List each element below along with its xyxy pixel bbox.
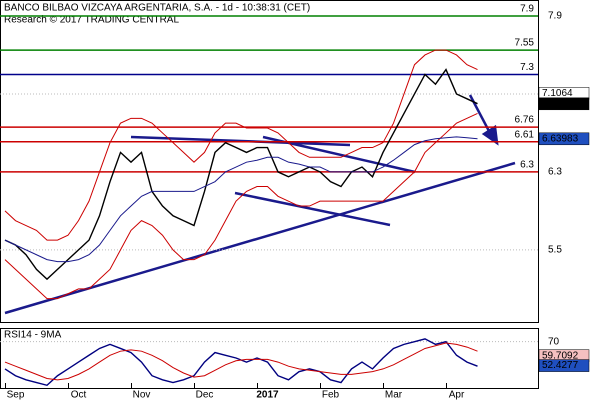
x-tick-label: Nov xyxy=(133,390,151,400)
series-line xyxy=(4,49,478,241)
series-line xyxy=(4,68,478,281)
price-tag-label: 6.999 xyxy=(542,98,567,109)
x-tick-label: Dec xyxy=(196,390,214,400)
x-tick-label: 2017 xyxy=(256,390,279,400)
price-tag-label: 6.63983 xyxy=(542,133,579,144)
x-tick-label: Apr xyxy=(449,390,465,400)
rsi-title: RSI14 - 9MA xyxy=(4,330,62,341)
y-tick-label: 6.3 xyxy=(548,167,562,178)
series-line xyxy=(4,112,478,300)
series-line xyxy=(4,342,478,381)
level-label: 6.76 xyxy=(515,115,535,126)
rsi-panel-frame xyxy=(0,328,539,389)
y-tick-label: 7.9 xyxy=(548,11,562,22)
support-trendline xyxy=(4,161,516,315)
x-tick-label: Oct xyxy=(71,390,87,400)
chart-title: BANCO BILBAO VIZCAYA ARGENTARIA, S.A. - … xyxy=(4,3,310,14)
channel-line xyxy=(234,191,391,227)
price-tag-label: 59.7092 xyxy=(542,350,579,361)
x-tick-label: Sep xyxy=(7,390,25,400)
level-label: 7.9 xyxy=(520,4,534,15)
price-tag xyxy=(538,97,590,111)
level-label: 6.3 xyxy=(520,160,534,171)
price-tag-label: 52.4277 xyxy=(542,360,579,371)
level-label: 7.55 xyxy=(515,38,535,49)
y-tick-label: 70 xyxy=(548,336,560,347)
price-tag xyxy=(538,132,590,146)
chart-subtitle: Research © 2017 TRADING CENTRAL xyxy=(4,15,179,26)
series-line xyxy=(4,136,478,263)
price-tag xyxy=(538,359,590,372)
price-tag-label: 7.1064 xyxy=(542,88,573,99)
y-tick-label: 5.5 xyxy=(548,245,562,256)
x-tick-label: Mar xyxy=(385,390,403,400)
series-line xyxy=(4,338,478,387)
x-tick-label: Feb xyxy=(322,390,340,400)
price-panel-frame xyxy=(0,0,539,323)
level-label: 7.3 xyxy=(520,62,534,73)
arrow-head xyxy=(481,124,499,146)
level-label: 6.61 xyxy=(515,129,535,140)
